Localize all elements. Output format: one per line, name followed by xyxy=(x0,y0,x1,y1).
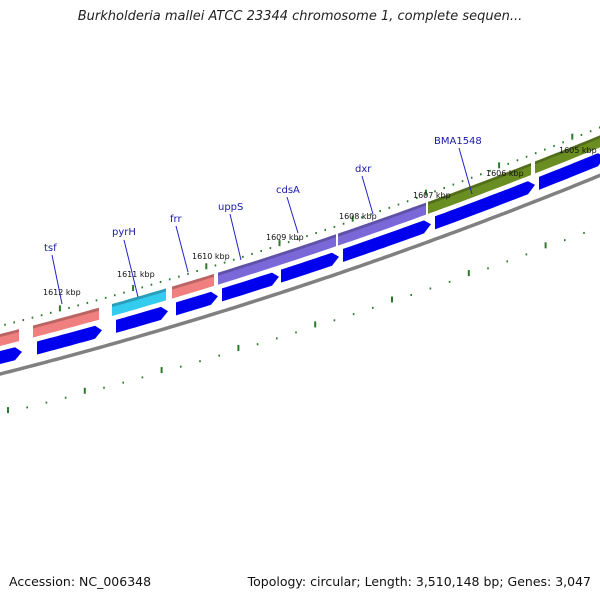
cds-arrow-track xyxy=(0,153,600,364)
accession-text: Accession: NC_006348 xyxy=(9,574,152,589)
gene-leader-line xyxy=(51,254,63,305)
gene-feature xyxy=(112,288,166,316)
gene-feature xyxy=(535,135,600,174)
gene-label-upps[interactable]: uppS xyxy=(218,202,243,213)
sequence-summary-text: Topology: circular; Length: 3,510,148 bp… xyxy=(247,574,591,589)
gene-feature xyxy=(338,202,426,246)
gene-label-frr[interactable]: frr xyxy=(170,214,182,225)
position-label: 1611 kbp xyxy=(117,270,155,279)
cds-arrow xyxy=(116,306,168,333)
gene-leader-line xyxy=(361,175,374,215)
position-label: 1605 kbp xyxy=(559,146,597,155)
gene-leader-line xyxy=(229,213,242,261)
gene-feature-track xyxy=(0,135,600,347)
inner-tick-ring xyxy=(7,231,585,414)
gene-label-bma1548[interactable]: BMA1548 xyxy=(434,136,482,147)
map-title: Burkholderia mallei ATCC 23344 chromosom… xyxy=(77,9,523,24)
backbone-line xyxy=(0,173,600,376)
position-label: 1608 kbp xyxy=(339,212,377,221)
gene-feature xyxy=(33,307,99,338)
gene-feature-shade xyxy=(0,329,19,338)
gene-label-cdsa[interactable]: cdsA xyxy=(276,185,300,196)
gene-feature-shade xyxy=(535,135,600,165)
cds-arrow xyxy=(343,220,431,262)
cds-arrow xyxy=(176,291,218,316)
position-label: 1606 kbp xyxy=(486,169,524,178)
backbone-layer xyxy=(0,173,600,376)
gene-label-pyrh[interactable]: pyrH xyxy=(112,227,136,238)
gene-leader-line xyxy=(458,147,473,195)
gene-feature-shade xyxy=(33,307,99,329)
gene-leader-line xyxy=(175,225,189,273)
gene-leader-line xyxy=(123,239,139,298)
cds-arrow xyxy=(435,181,535,230)
gene-feature xyxy=(218,234,336,285)
cds-arrow xyxy=(0,347,22,364)
position-label: 1609 kbp xyxy=(266,233,304,242)
gene-feature-shade xyxy=(218,234,336,276)
position-label: 1612 kbp xyxy=(43,288,81,297)
gene-feature-shade xyxy=(112,288,166,307)
cds-arrow xyxy=(539,153,600,190)
gene-label-tsf[interactable]: tsf xyxy=(44,243,57,254)
gene-leader-line xyxy=(286,196,299,234)
gene-label-dxr[interactable]: dxr xyxy=(355,164,372,175)
gene-feature-shade xyxy=(428,163,531,205)
gene-feature-shade xyxy=(338,202,426,237)
position-label: 1607 kbp xyxy=(413,191,451,200)
gene-feature xyxy=(0,329,19,347)
cds-arrow xyxy=(37,325,102,355)
gene-feature xyxy=(428,163,531,214)
cds-arrow xyxy=(281,252,339,283)
position-tick-ring xyxy=(4,126,600,326)
cds-arrow xyxy=(222,272,279,302)
position-label: 1610 kbp xyxy=(192,252,230,261)
gene-feature-shade xyxy=(172,273,214,290)
gene-label-leaders xyxy=(51,147,473,305)
gene-feature xyxy=(172,273,214,299)
